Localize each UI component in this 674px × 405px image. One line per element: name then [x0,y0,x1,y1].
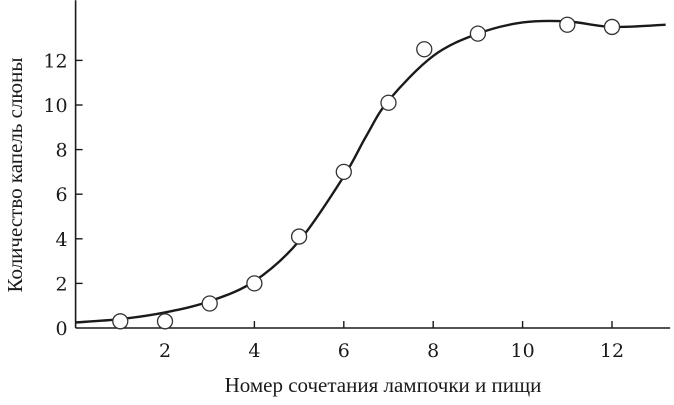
x-axis-label: Номер сочетания лампочки и пищи [225,373,542,397]
data-point [559,16,576,33]
x-tick-label: 10 [511,340,535,362]
x-tick-label: 2 [159,340,171,362]
data-point [156,313,174,330]
fit-curve [75,19,666,324]
data-point [335,163,352,181]
y-tick-label: 0 [56,318,68,340]
data-point [603,18,621,36]
data-point [469,25,487,42]
data-points [112,16,621,330]
data-point [380,94,397,111]
y-tick-label: 12 [43,50,67,72]
fit-curve-group [75,19,666,324]
data-point [290,228,308,245]
x-tick-label: 4 [248,340,260,362]
data-point [201,295,218,312]
y-axis-label: Количество капель слюны [3,58,27,293]
x-tick-label: 6 [338,340,350,362]
x-tick-label: 12 [600,340,624,362]
data-point [112,313,129,330]
axes: 2 4 6 8 10 12 0 2 4 6 8 10 12 [43,0,671,362]
y-tick-label: 4 [56,229,68,251]
x-tick-label: 8 [427,340,439,362]
y-tick-label: 6 [56,184,68,206]
y-tick-label: 10 [43,95,67,117]
data-point [246,275,263,292]
data-point [416,41,433,58]
y-tick-label: 8 [56,140,68,162]
y-tick-label: 2 [56,273,68,295]
